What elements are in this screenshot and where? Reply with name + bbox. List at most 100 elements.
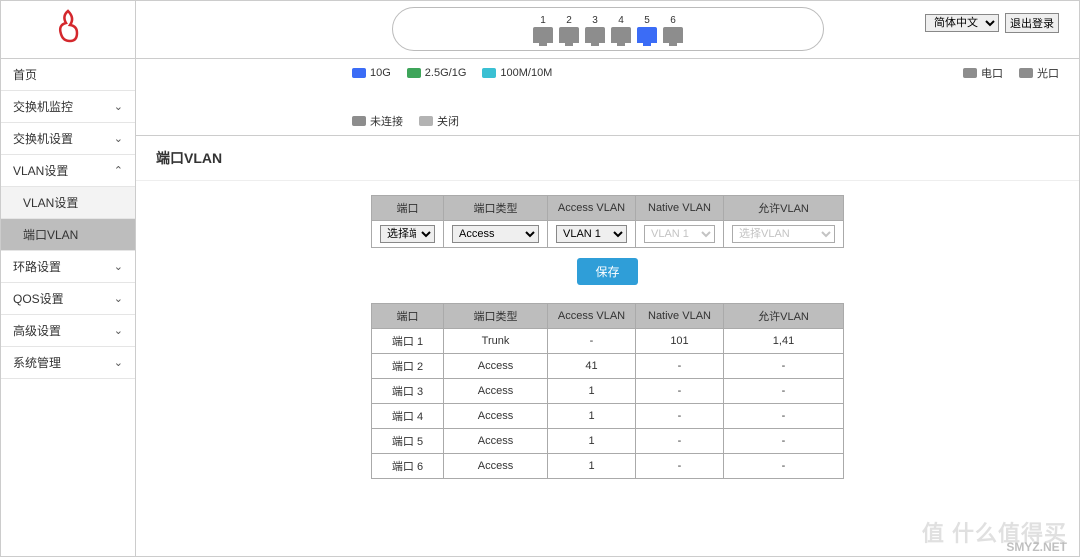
cell-access: 41 <box>548 354 636 379</box>
legend-10g: 10G <box>352 67 391 79</box>
th-native: Native VLAN <box>636 196 724 221</box>
nav-vlan-settings[interactable]: VLAN设置 <box>1 187 135 219</box>
access-vlan-select[interactable]: VLAN 1 <box>556 225 627 243</box>
cell-port: 端口 1 <box>372 329 444 354</box>
cell-allow: 1,41 <box>724 329 844 354</box>
port-icon <box>611 27 631 43</box>
legend-electric: 电口 <box>963 65 1003 81</box>
native-vlan-select: VLAN 1 <box>644 225 715 243</box>
content-area: 端口 端口类型 Access VLAN Native VLAN 允许VLAN 选… <box>136 181 1079 493</box>
cell-type: Access <box>444 429 548 454</box>
chevron-down-icon: ⌄ <box>114 132 123 145</box>
watermark-2: SMYZ.NET <box>1006 540 1067 554</box>
port-select[interactable]: 选择端口 <box>380 225 435 243</box>
cell-native: 101 <box>636 329 724 354</box>
nav-vlan[interactable]: VLAN设置⌃ <box>1 155 135 187</box>
cell-access: - <box>548 329 636 354</box>
legend-100m: 100M/10M <box>482 67 552 79</box>
legend-disconnected: 未连接 <box>352 113 403 129</box>
th-access: Access VLAN <box>548 196 636 221</box>
port-3[interactable]: 3 <box>584 16 606 43</box>
table-row: 端口 3Access1-- <box>372 379 844 404</box>
port-number: 4 <box>618 16 624 26</box>
nav-port-vlan[interactable]: 端口VLAN <box>1 219 135 251</box>
top-controls: 简体中文 退出登录 <box>925 13 1059 33</box>
cell-access: 1 <box>548 454 636 479</box>
cell-native: - <box>636 379 724 404</box>
table-row: 端口 5Access1-- <box>372 429 844 454</box>
cell-type: Access <box>444 454 548 479</box>
cell-allow: - <box>724 379 844 404</box>
chevron-down-icon: ⌄ <box>114 260 123 273</box>
vlan-data-table: 端口 端口类型 Access VLAN Native VLAN 允许VLAN 端… <box>371 303 844 479</box>
nav-label: 首页 <box>13 66 37 83</box>
port-icon <box>663 27 683 43</box>
port-icon <box>585 27 605 43</box>
nav-switch-monitor[interactable]: 交换机监控 ⌄ <box>1 91 135 123</box>
swatch-dis-icon <box>352 116 366 126</box>
legend-off: 关闭 <box>419 113 459 129</box>
type-select[interactable]: Access <box>452 225 539 243</box>
th-type: 端口类型 <box>444 196 548 221</box>
nav-label: 系统管理 <box>13 354 61 371</box>
swatch-elec-icon <box>963 68 977 78</box>
port-icon <box>637 27 657 43</box>
nav-qos[interactable]: QOS设置 ⌄ <box>1 283 135 315</box>
cell-port: 端口 3 <box>372 379 444 404</box>
cell-port: 端口 4 <box>372 404 444 429</box>
port-icon <box>533 27 553 43</box>
chevron-down-icon: ⌄ <box>114 292 123 305</box>
vlan-form-table: 端口 端口类型 Access VLAN Native VLAN 允许VLAN 选… <box>371 195 844 248</box>
th-allow: 允许VLAN <box>724 196 844 221</box>
nav-label: 交换机设置 <box>13 130 73 147</box>
legend-optical: 光口 <box>1019 65 1059 81</box>
table-row: 端口 2Access41-- <box>372 354 844 379</box>
th-native: Native VLAN <box>636 304 724 329</box>
chevron-down-icon: ⌄ <box>114 100 123 113</box>
nav-loop[interactable]: 环路设置⌄ <box>1 251 135 283</box>
allow-vlan-select: 选择VLAN <box>732 225 835 243</box>
nav-system[interactable]: 系统管理 ⌄ <box>1 347 135 379</box>
port-number: 3 <box>592 16 598 26</box>
port-status-panel: 1 2 3 4 5 6 <box>392 7 824 51</box>
port-4[interactable]: 4 <box>610 16 632 43</box>
swatch-opt-icon <box>1019 68 1033 78</box>
cell-native: - <box>636 429 724 454</box>
port-1[interactable]: 1 <box>532 16 554 43</box>
logo-box <box>1 1 135 59</box>
save-button[interactable]: 保存 <box>577 258 637 285</box>
port-6[interactable]: 6 <box>662 16 684 43</box>
legend-25g: 2.5G/1G <box>407 67 467 79</box>
cell-port: 端口 6 <box>372 454 444 479</box>
th-type: 端口类型 <box>444 304 548 329</box>
chevron-down-icon: ⌄ <box>114 356 123 369</box>
swatch-off-icon <box>419 116 433 126</box>
sidebar: 首页 交换机监控 ⌄ 交换机设置 ⌄ VLAN设置⌃ VLAN设置 端口VLAN 环… <box>1 1 136 556</box>
topbar: 1 2 3 4 5 6 简体中文 退出登录 <box>136 1 1079 59</box>
language-select[interactable]: 简体中文 <box>925 14 999 32</box>
th-port: 端口 <box>372 196 444 221</box>
port-2[interactable]: 2 <box>558 16 580 43</box>
cell-type: Trunk <box>444 329 548 354</box>
nav-label: QOS设置 <box>13 290 64 307</box>
port-5[interactable]: 5 <box>636 16 658 43</box>
swatch-100m-icon <box>482 68 496 78</box>
cell-native: - <box>636 454 724 479</box>
nav-label: 交换机监控 <box>13 98 73 115</box>
nav-advanced[interactable]: 高级设置⌄ <box>1 315 135 347</box>
nav-switch-settings[interactable]: 交换机设置 ⌄ <box>1 123 135 155</box>
nav-home[interactable]: 首页 <box>1 59 135 91</box>
cell-native: - <box>636 404 724 429</box>
th-access: Access VLAN <box>548 304 636 329</box>
cell-allow: - <box>724 429 844 454</box>
cell-allow: - <box>724 454 844 479</box>
nav-label: 高级设置 <box>13 322 61 339</box>
cell-allow: - <box>724 354 844 379</box>
cell-native: - <box>636 354 724 379</box>
page-title: 端口VLAN <box>136 136 1079 181</box>
logout-button[interactable]: 退出登录 <box>1005 13 1059 33</box>
port-number: 1 <box>540 16 546 26</box>
swatch-25g-icon <box>407 68 421 78</box>
port-number: 5 <box>644 16 650 26</box>
cell-type: Access <box>444 404 548 429</box>
